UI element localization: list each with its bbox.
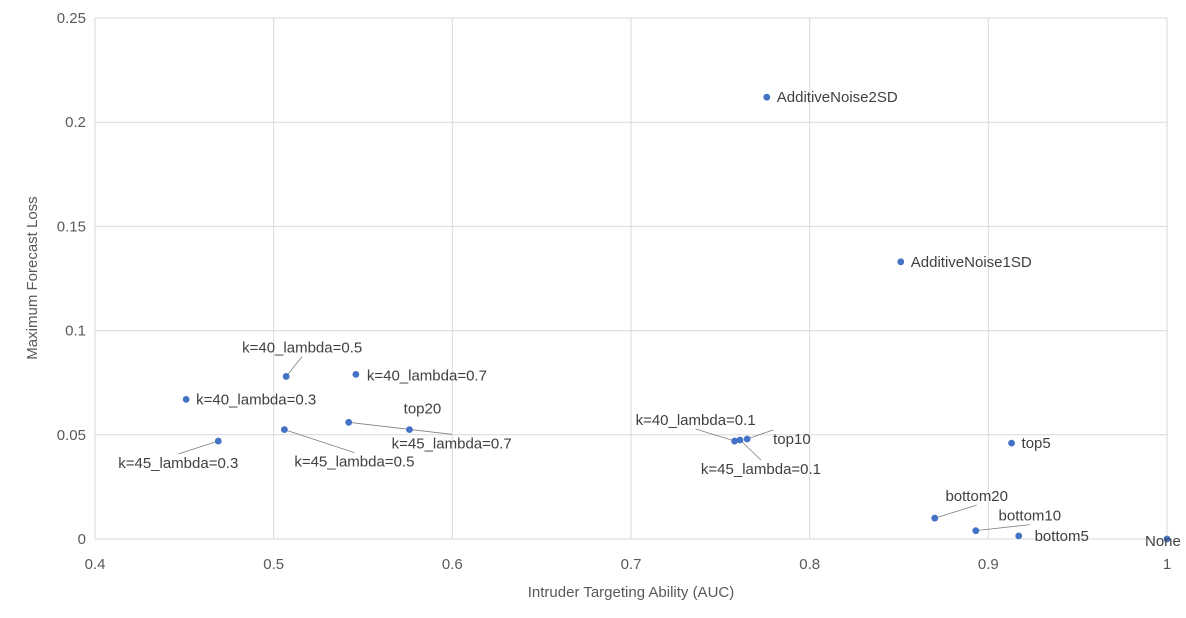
data-point bbox=[743, 435, 751, 443]
data-point bbox=[214, 437, 222, 445]
x-tick-label: 0.9 bbox=[978, 556, 999, 573]
x-tick-label: 0.7 bbox=[621, 556, 642, 573]
y-tick-label: 0 bbox=[78, 531, 86, 548]
data-points bbox=[182, 93, 1171, 543]
x-tick-label: 0.4 bbox=[85, 556, 106, 573]
label-leader-line bbox=[695, 428, 735, 442]
point-label: top5 bbox=[1022, 435, 1051, 452]
data-point bbox=[282, 373, 290, 380]
data-point bbox=[736, 436, 744, 444]
data-point bbox=[931, 514, 939, 522]
y-tick-label: 0.25 bbox=[57, 10, 86, 27]
data-point bbox=[731, 437, 739, 445]
label-leader-line bbox=[739, 439, 762, 461]
label-leader-line bbox=[975, 524, 1030, 532]
data-point bbox=[182, 395, 190, 403]
point-label: AdditiveNoise2SD bbox=[777, 89, 898, 106]
point-label: top20 bbox=[404, 401, 442, 418]
label-leader-line bbox=[348, 421, 452, 435]
point-label: k=45_lambda=0.7 bbox=[392, 435, 512, 452]
point-label: top10 bbox=[773, 431, 811, 448]
data-point bbox=[1008, 439, 1015, 447]
y-axis-title: Maximum Forecast Loss bbox=[24, 196, 41, 359]
label-leader-line bbox=[747, 429, 774, 440]
point-label: k=45_lambda=0.5 bbox=[294, 454, 414, 471]
y-tick-label: 0.15 bbox=[57, 218, 86, 235]
label-leader-line bbox=[934, 504, 977, 519]
data-point bbox=[763, 93, 771, 101]
x-tick-label: 0.6 bbox=[442, 556, 463, 573]
point-label: k=45_lambda=0.3 bbox=[118, 455, 238, 472]
data-point bbox=[897, 258, 905, 266]
point-label: bottom20 bbox=[945, 488, 1008, 505]
data-point bbox=[1015, 532, 1023, 540]
data-point bbox=[352, 370, 360, 378]
point-label: k=40_lambda=0.7 bbox=[367, 367, 487, 384]
data-point bbox=[406, 426, 413, 433]
grid-lines bbox=[94, 17, 1168, 540]
y-axis-ticks: 0 0.05 0.1 0.15 0.2 0.25 bbox=[57, 10, 86, 548]
point-label: k=40_lambda=0.1 bbox=[636, 412, 756, 429]
point-label: k=40_lambda=0.3 bbox=[196, 391, 316, 408]
label-leader-line bbox=[178, 440, 219, 455]
point-label: None bbox=[1145, 533, 1181, 550]
label-leader-lines bbox=[178, 356, 1030, 532]
y-tick-label: 0.2 bbox=[65, 114, 86, 131]
point-labels: AdditiveNoise2SD AdditiveNoise1SD k=40_lam… bbox=[118, 89, 1181, 550]
point-label: k=40_lambda=0.5 bbox=[242, 339, 362, 356]
y-tick-label: 0.05 bbox=[57, 427, 86, 444]
point-label: k=45_lambda=0.1 bbox=[701, 461, 821, 478]
point-label: AdditiveNoise1SD bbox=[911, 254, 1032, 271]
x-tick-label: 1 bbox=[1163, 556, 1171, 573]
data-point bbox=[345, 418, 353, 426]
y-tick-label: 0.1 bbox=[65, 323, 86, 340]
data-point bbox=[972, 527, 980, 535]
label-leader-line bbox=[284, 429, 355, 453]
point-label: bottom10 bbox=[999, 508, 1062, 525]
x-axis-title: Intruder Targeting Ability (AUC) bbox=[528, 584, 734, 601]
label-leader-line bbox=[285, 356, 303, 377]
point-label: bottom5 bbox=[1035, 528, 1089, 545]
x-tick-label: 0.8 bbox=[799, 556, 820, 573]
data-point bbox=[280, 426, 288, 433]
data-point bbox=[1163, 535, 1171, 543]
x-tick-label: 0.5 bbox=[263, 556, 284, 573]
x-axis-ticks: 0.4 0.5 0.6 0.7 0.8 0.9 1 bbox=[85, 556, 1172, 573]
